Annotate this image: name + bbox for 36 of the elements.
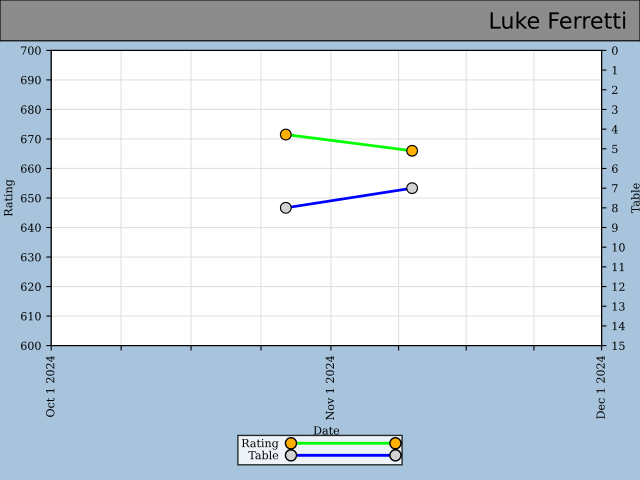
y2-tick-label: 2 <box>612 86 618 94</box>
y2-tick-label: 12 <box>612 282 624 291</box>
x-tick-label: Oct 1 2024 <box>46 356 54 417</box>
y-tick-label: 680 <box>21 105 41 114</box>
y2-tick-label: 3 <box>612 105 618 114</box>
y-tick-label: 670 <box>21 134 41 144</box>
y2-tick-label: 8 <box>612 204 618 212</box>
y-tick-label: 650 <box>21 194 41 202</box>
y2-tick-label: 1 <box>612 66 617 74</box>
y-tick-label: 610 <box>21 312 41 320</box>
y2-tick-label: 11 <box>612 262 624 272</box>
legend-label: Table <box>248 450 278 460</box>
y2-tick-label: 0 <box>612 46 618 55</box>
x-tick-label: Nov 1 2024 <box>326 356 334 420</box>
y2-tick-label: 9 <box>612 223 618 232</box>
y2-tick-label: 14 <box>612 322 625 330</box>
y2-tick-label: 4 <box>612 125 618 134</box>
y-tick-label: 620 <box>21 282 41 291</box>
y-tick-label: 700 <box>21 46 41 55</box>
y-tick-label: 660 <box>21 164 41 173</box>
y2-axis-title: Table <box>631 183 640 214</box>
y2-tick-label: 7 <box>612 184 618 192</box>
x-tick-label: Dec 1 2024 <box>596 356 605 419</box>
y-tick-label: 640 <box>21 223 41 232</box>
y2-tick-label: 6 <box>612 164 618 173</box>
y-tick-label: 690 <box>21 76 41 84</box>
legend-label: Rating <box>242 439 278 450</box>
x-axis-title: Date <box>314 426 340 435</box>
y-tick-label: 600 <box>21 342 41 350</box>
y-axis-title: Rating <box>4 180 15 216</box>
y-tick-label: 630 <box>21 253 41 262</box>
chart-title: Luke Ferretti <box>490 12 626 29</box>
y2-tick-label: 13 <box>612 302 625 311</box>
y2-tick-label: 10 <box>612 243 625 252</box>
y2-tick-label: 5 <box>612 144 618 154</box>
y2-tick-label: 15 <box>612 342 625 350</box>
